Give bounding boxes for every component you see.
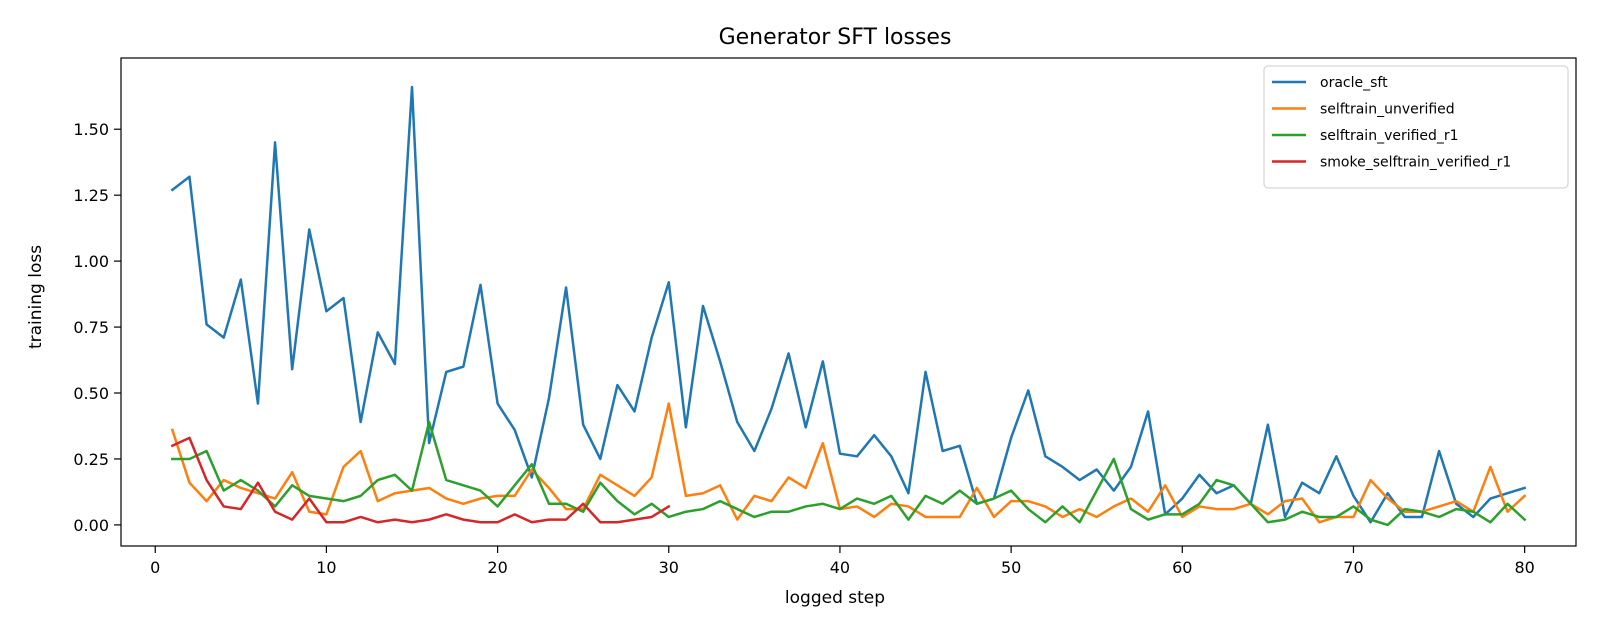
y-axis-label: training loss [26, 245, 46, 349]
x-tick-label: 20 [487, 558, 507, 577]
x-tick-label: 80 [1514, 558, 1534, 577]
legend-box [1263, 65, 1569, 189]
x-tick-label: 70 [1343, 558, 1363, 577]
series-layer [170, 85, 1527, 527]
y-tick-label: 1.00 [73, 252, 109, 271]
x-tick-label: 50 [1001, 558, 1021, 577]
x-axis: 0 10 20 30 40 50 60 70 80 [150, 546, 1535, 577]
series-line-selftrain_unverified [170, 402, 1527, 524]
x-tick-label: 30 [659, 558, 679, 577]
x-tick-label: 10 [316, 558, 336, 577]
legend: oracle_sft selftrain_unverified selftrain_… [1263, 65, 1569, 189]
legend-label-selftrain_unverified: selftrain_unverified [1320, 102, 1455, 118]
y-tick-label: 0.75 [73, 318, 109, 337]
y-axis: 0.00 0.25 0.50 0.75 1.00 1.25 1.50 [73, 120, 121, 535]
plot-frame [120, 57, 1577, 547]
x-tick-label: 60 [1172, 558, 1192, 577]
y-tick-label: 1.50 [73, 120, 109, 139]
x-tick-label: 0 [150, 558, 160, 577]
chart-title: Generator SFT losses [719, 25, 952, 50]
y-tick-label: 0.50 [73, 384, 109, 403]
legend-label-oracle_sft: oracle_sft [1320, 75, 1388, 91]
y-tick-label: 0.25 [73, 450, 109, 469]
series-line-oracle_sft [170, 85, 1527, 524]
x-tick-label: 40 [830, 558, 850, 577]
legend-label-smoke_selftrain_verified_r1: smoke_selftrain_verified_r1 [1320, 155, 1511, 171]
y-tick-label: 0.00 [73, 516, 109, 535]
y-tick-label: 1.25 [73, 186, 109, 205]
x-axis-label: logged step [785, 588, 885, 608]
series-line-selftrain_verified_r1 [171, 420, 1527, 527]
legend-label-selftrain_verified_r1: selftrain_verified_r1 [1320, 128, 1459, 144]
series-line-smoke_selftrain_verified_r1 [170, 436, 671, 524]
